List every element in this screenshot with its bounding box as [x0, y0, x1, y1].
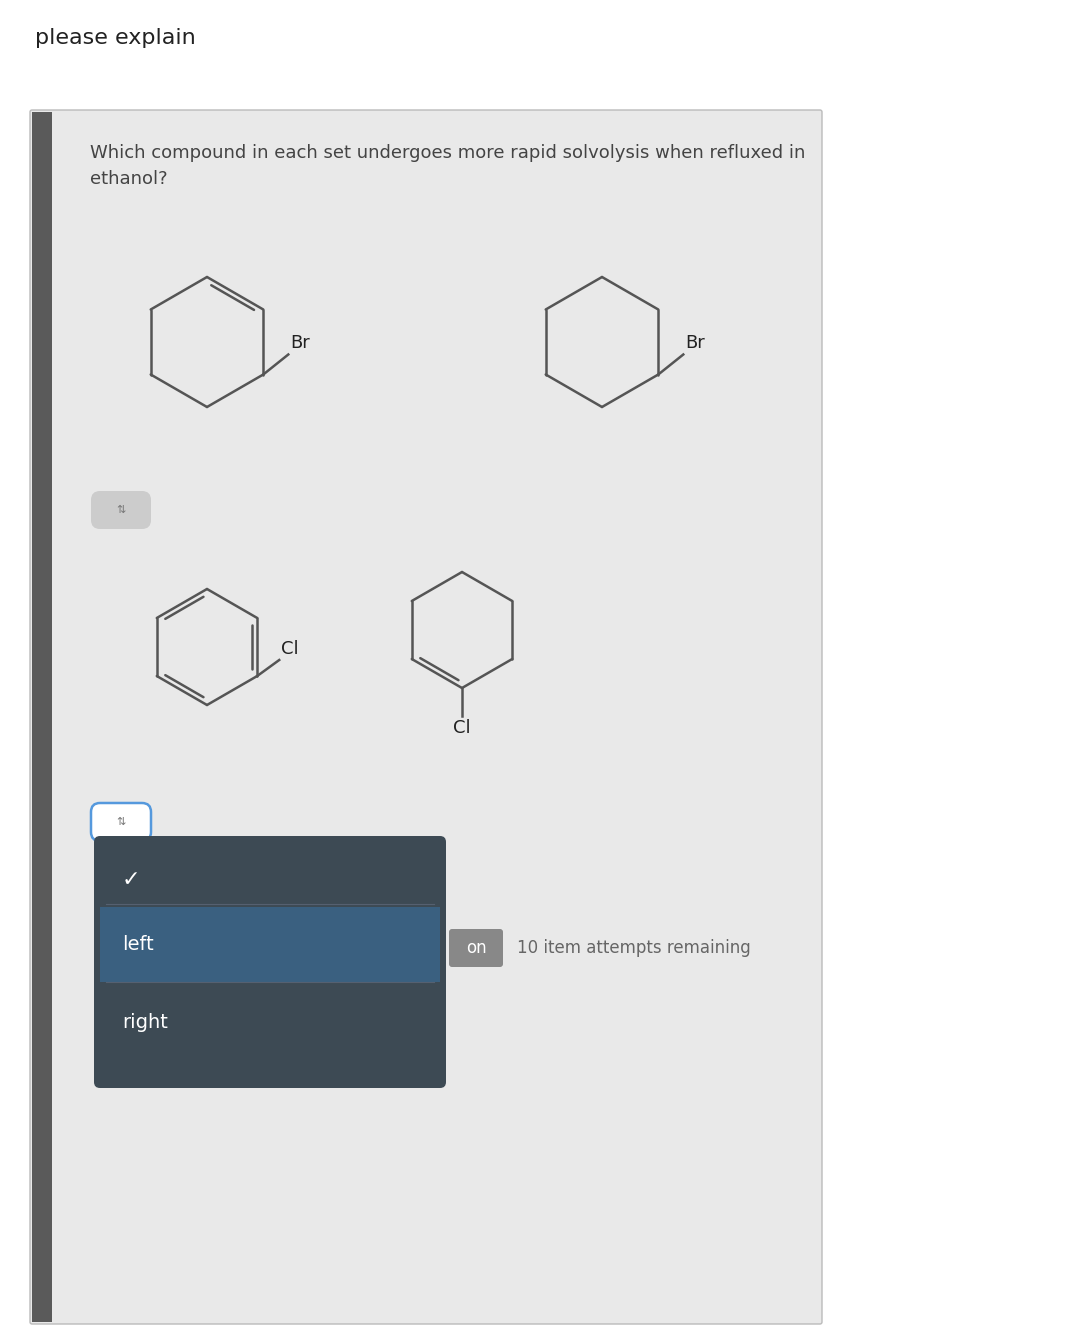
FancyBboxPatch shape: [91, 803, 151, 841]
Text: left: left: [122, 936, 153, 955]
FancyBboxPatch shape: [30, 110, 822, 1324]
FancyBboxPatch shape: [449, 929, 503, 967]
Text: Br: Br: [291, 333, 310, 352]
Text: on: on: [465, 939, 486, 957]
Text: ⇅: ⇅: [117, 505, 125, 516]
Text: ✓: ✓: [122, 870, 140, 890]
Bar: [32, 112, 52, 1322]
Text: right: right: [122, 1012, 167, 1031]
Bar: [100, 907, 440, 981]
FancyBboxPatch shape: [94, 836, 446, 1089]
Text: Cl: Cl: [281, 640, 299, 657]
Text: 10 item attempts remaining: 10 item attempts remaining: [517, 939, 751, 957]
Text: Cl: Cl: [454, 719, 471, 736]
Text: Br: Br: [686, 333, 705, 352]
Text: please explain: please explain: [35, 28, 195, 48]
FancyBboxPatch shape: [91, 491, 151, 529]
Text: Which compound in each set undergoes more rapid solvolysis when refluxed in
etha: Which compound in each set undergoes mor…: [90, 145, 806, 189]
Text: ⇅: ⇅: [117, 817, 125, 828]
